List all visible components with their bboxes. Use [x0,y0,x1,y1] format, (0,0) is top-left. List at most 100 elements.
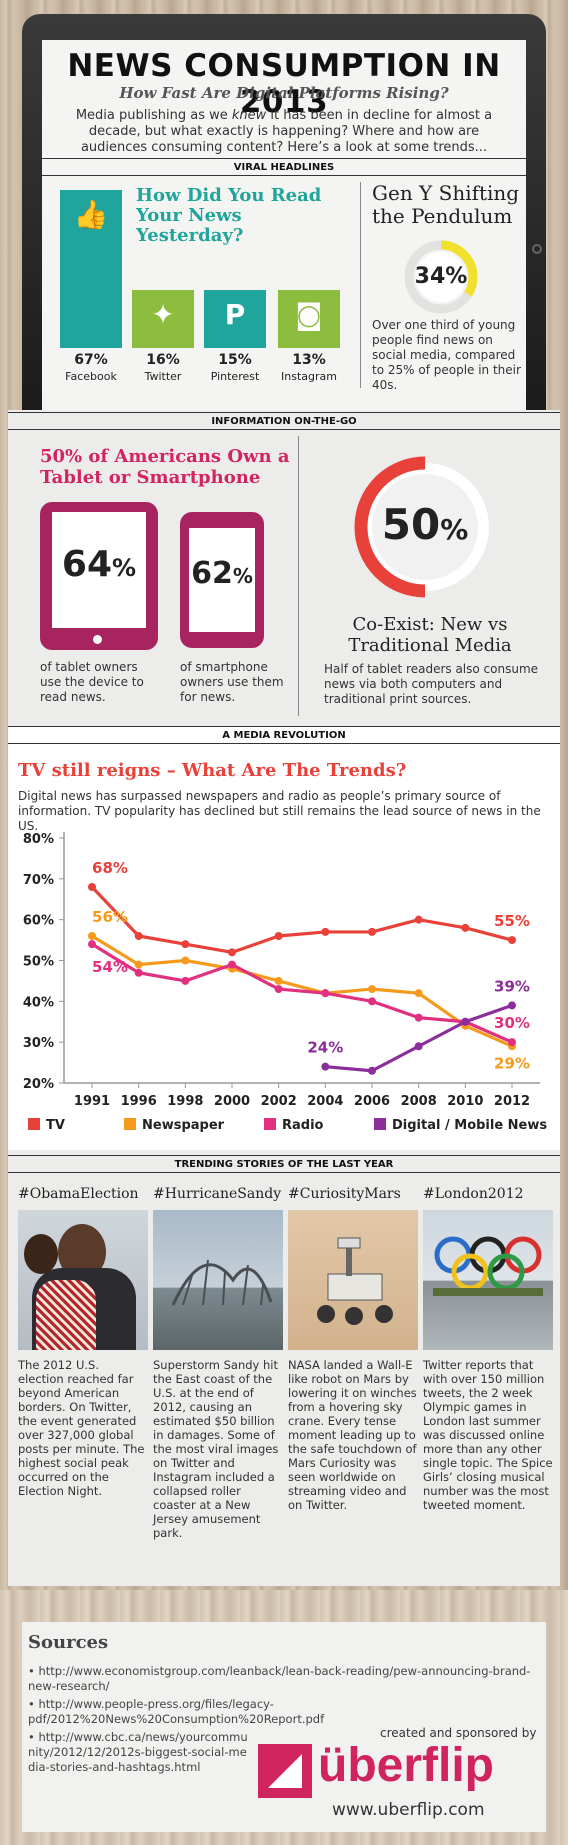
y-tick-label: 70% [23,873,54,888]
legend-swatch [124,1118,136,1130]
instagram-icon: ◙ [295,298,323,331]
legend-swatch [264,1118,276,1130]
legend-item: TV [28,1118,65,1133]
brand-logo: überflip [318,1739,494,1792]
sources-title: Sources [28,1632,109,1653]
tablet-home-button [532,244,542,254]
story-obama: #ObamaElection The 2012 U.S. election re… [18,1186,148,1498]
phone-text: of smartphone owners use them for news. [180,660,284,704]
x-tick-label: 2010 [447,1094,483,1109]
data-point [414,915,423,924]
source-link[interactable]: http://www.people-press.org/files/legacy… [28,1697,325,1726]
data-point [321,1062,330,1071]
data-point [321,927,330,936]
tablet-screen [42,40,526,410]
data-label: 30% [494,1014,530,1032]
page-subtitle: How Fast Are Digital Platforms Rising? [119,84,449,102]
viral-bar-instagram: ◙ [278,290,340,348]
data-point [228,948,236,957]
brand-url[interactable]: www.uberflip.com [332,1800,485,1820]
news-source-line-chart: 80% 70% 60% 50% 40% 30% 20% 1991 1996 1998 2000 200… [23,832,540,1109]
geny-percent: 34% [414,264,468,289]
source-item: • http://www.people-press.org/files/lega… [28,1697,325,1726]
ring-fill [404,240,478,314]
viral-label: Facebook [65,370,117,383]
phone-device [180,512,264,648]
source-link[interactable]: http://www.economistgroup.com/leanback/l… [28,1664,531,1693]
divider [298,436,299,716]
viral-label: Pinterest [210,370,260,383]
sponsor-text: created and sponsored by [380,1726,537,1740]
series-line-radio [91,942,513,1044]
x-tick-label: 1998 [167,1094,203,1109]
data-label: 56% [92,908,128,926]
phone-percent: 62% [191,556,253,591]
data-point [88,932,96,940]
source-item: • http://www.cbc.ca/news/yourcommunity/2… [28,1730,248,1774]
section-media-revolution: A MEDIA REVOLUTION [8,726,560,744]
revolution-panel [8,728,560,1162]
story-tag: #HurricaneSandy [153,1186,282,1202]
data-point [274,932,283,940]
data-label: 54% [92,958,128,976]
legend-item: Newspaper [124,1118,224,1133]
viral-label: Instagram [281,370,337,383]
data-point [134,932,143,940]
data-label: 24% [307,1039,343,1057]
viral-bar-facebook: 👍 [60,190,122,348]
data-point [321,989,330,998]
data-point [414,1013,423,1022]
y-tick-label: 30% [23,1036,54,1051]
section-trending: TRENDING STORIES OF THE LAST YEAR [8,1155,560,1173]
legend-item: Digital / Mobile News [374,1118,547,1133]
story-sandy: #HurricaneSandy Superstorm Sandy hit the… [153,1186,283,1540]
sandy-photo [153,1210,283,1350]
data-point [508,1038,516,1047]
data-point [181,976,190,985]
uberflip-logo-mark [258,1744,312,1798]
legend-swatch [28,1118,40,1130]
legend-label: Radio [282,1118,324,1133]
series-line-tv [90,885,513,954]
story-tag: #CuriosityMars [288,1186,401,1202]
data-point [228,960,236,969]
twitter-bird-icon: ✦ [151,298,175,331]
x-tick-label: 2002 [261,1094,297,1109]
revolution-title: TV still reigns – What Are The Trends? [18,760,407,781]
x-tick-label: 1991 [74,1094,110,1109]
viral-question: How Did You Read Your News Yesterday? [136,185,322,246]
data-point [88,940,96,949]
x-tick-label: 1996 [121,1094,157,1109]
viral-pct: 16% [146,352,180,368]
story-tag: #London2012 [423,1186,524,1202]
pinterest-icon: P [224,298,246,331]
data-point [274,976,283,985]
data-label: 39% [494,977,530,995]
data-point [368,997,376,1006]
story-tag: #ObamaElection [18,1186,139,1202]
viral-pct: 67% [74,352,108,368]
data-label: 68% [92,859,128,877]
y-tick-label: 40% [23,995,54,1010]
x-tick-label: 2000 [214,1094,250,1109]
ring-fill [354,456,496,598]
divider [360,182,361,388]
otg-title: 50% of Americans Own a Tablet or Smartph… [40,446,290,488]
data-point [414,989,423,998]
data-point [134,960,143,969]
geny-title: Gen Y Shifting the Pendulum [372,181,520,228]
obama-photo [18,1210,148,1350]
story-text: Superstorm Sandy hit the East coast of t… [153,1358,279,1540]
source-link[interactable]: http://www.cbc.ca/news/yourcommunity/201… [28,1730,248,1774]
data-label: 55% [494,912,530,930]
tablet-button [93,635,102,644]
viral-pct: 13% [292,352,326,368]
ring-center [416,252,466,302]
data-point [368,985,376,994]
viral-bar-twitter: ✦ [132,290,194,348]
series-line-newspaper [91,934,513,1048]
x-tick-label: 2008 [401,1094,437,1109]
intro-text: Media publishing as we knew it has been … [75,108,493,155]
data-point [508,1001,516,1010]
legend-item: Radio [264,1118,323,1133]
